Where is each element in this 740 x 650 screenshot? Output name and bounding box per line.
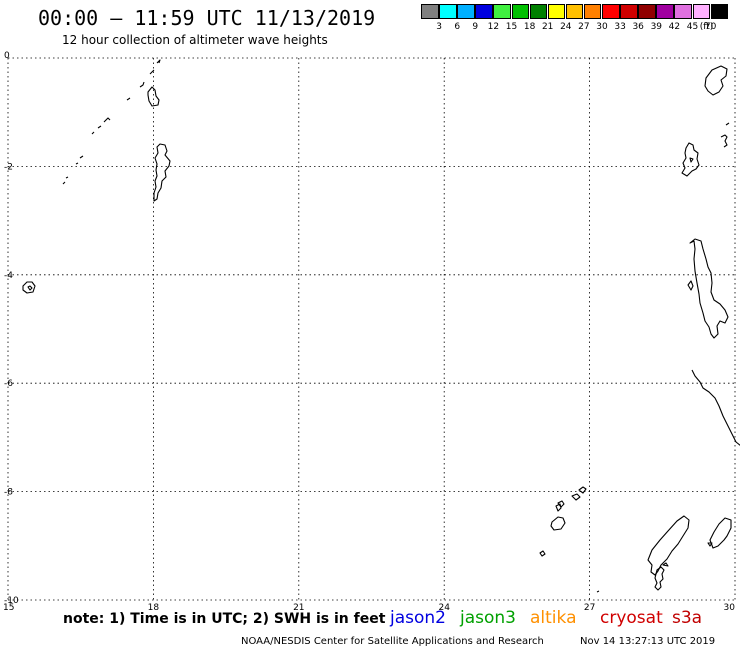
legend-swatch <box>692 4 710 19</box>
legend-label: 18 <box>523 22 536 32</box>
legend-swatch <box>565 4 584 19</box>
satellite-label-jason3: jason3 <box>460 608 516 628</box>
legend-label: 30 <box>596 22 608 32</box>
lat-tick-label: -6 <box>4 379 13 389</box>
generated-timestamp: Nov 14 13:27:13 UTC 2019 <box>580 636 716 647</box>
satellite-label-altika: altika <box>530 608 577 628</box>
legend-label: 12 <box>487 22 500 32</box>
legend-swatch <box>710 4 729 19</box>
lon-tick-label: 15 <box>3 603 14 613</box>
lat-tick-label: -4 <box>4 271 13 281</box>
legend-swatch <box>493 4 511 19</box>
legend-swatch <box>511 4 529 19</box>
legend-label: 45 <box>686 22 699 32</box>
coastline <box>22 59 740 593</box>
legend-swatch <box>529 4 548 19</box>
legend-label: 15 <box>505 22 518 32</box>
axis-tick-labels: 15 18 21 24 27 30 0 -2 -4 -6 -8 -10 <box>3 51 735 613</box>
legend-swatch <box>620 4 638 19</box>
legend-label: 9 <box>472 22 479 32</box>
legend-swatch <box>583 4 602 19</box>
note-text: note: 1) Time is in UTC; 2) SWH is in fe… <box>63 611 386 627</box>
lon-tick-label: 21 <box>293 603 304 613</box>
legend-label: 36 <box>632 22 644 32</box>
legend-label: 6 <box>454 22 461 32</box>
legend-swatch <box>547 4 566 19</box>
legend-label: 24 <box>560 22 572 32</box>
legend-label: 70 <box>704 22 717 32</box>
satellite-label-s3a: s3a <box>672 608 703 628</box>
legend-label: 42 <box>668 22 681 32</box>
lon-tick-label: 24 <box>438 603 450 613</box>
legend-swatch <box>421 4 439 19</box>
lat-tick-label: -10 <box>4 596 19 606</box>
legend-label: 3 <box>436 22 442 32</box>
wave-height-legend: 3 6 9 12 15 18 21 24 27 30 33 36 39 42 45 70 (ft) <box>421 4 729 34</box>
lon-tick-label: 27 <box>584 603 595 613</box>
legend-swatch <box>602 4 620 19</box>
lon-tick-label: 18 <box>148 603 160 613</box>
lat-lon-grid <box>7 57 736 601</box>
legend-label: 33 <box>614 22 626 32</box>
legend-label: 27 <box>578 22 590 32</box>
legend-label: 39 <box>650 22 663 32</box>
legend-label: 21 <box>541 22 554 32</box>
legend-swatch <box>475 4 493 19</box>
credit-text: NOAA/NESDIS Center for Satellite Applica… <box>241 636 544 647</box>
legend-swatch <box>656 4 674 19</box>
legend-swatch <box>638 4 656 19</box>
legend-swatch <box>439 4 457 19</box>
legend-unit: (ft) <box>699 22 714 32</box>
map-subtitle: 12 hour collection of altimeter wave hei… <box>62 33 328 47</box>
satellite-label-cryosat: cryosat <box>600 608 663 628</box>
legend-swatch <box>457 4 475 19</box>
legend-swatch <box>674 4 692 19</box>
lat-tick-label: -8 <box>4 488 13 498</box>
lat-tick-label: 0 <box>4 51 10 61</box>
satellite-label-jason2: jason2 <box>390 608 446 628</box>
map-title: 00:00 – 11:59 UTC 11/13/2019 <box>38 6 376 30</box>
lon-tick-label: 30 <box>724 603 736 613</box>
lat-tick-label: -2 <box>4 162 13 172</box>
